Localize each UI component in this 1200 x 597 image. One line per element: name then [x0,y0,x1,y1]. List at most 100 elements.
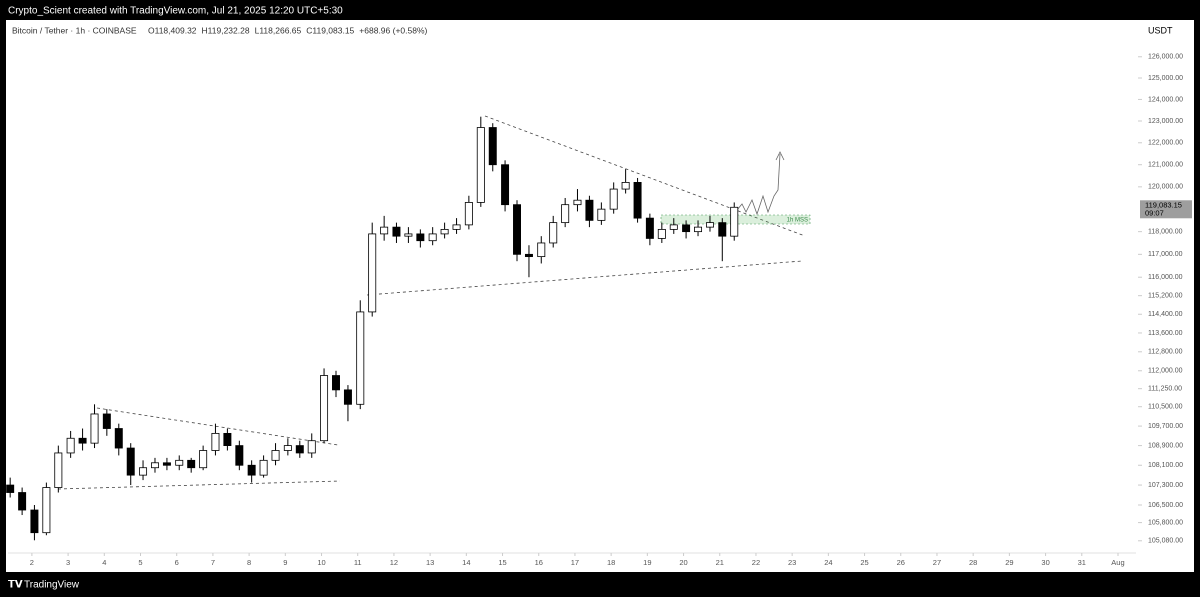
y-tick-label: 106,500.00 [1148,502,1183,509]
candle-body [223,432,232,446]
plot: O118,409.32 H119,232.28 L118,266.65 C119,08… [6,25,1192,567]
candle-body [307,440,316,454]
candle-body [343,389,352,405]
footer-logo: 𝗧𝗩 [8,580,23,591]
ohlc-label: O118,409.32 [148,25,197,35]
candle-body [247,464,256,476]
countdown: 09:07 [1145,208,1164,217]
projection-arrow [736,153,781,216]
candle-body [464,202,473,226]
candle-body [501,164,510,206]
ohlc-label: C119,083.15 [306,25,354,35]
y-tick-label: 112,000.00 [1148,368,1183,375]
chart-title: Crypto_Scient created with TradingView.c… [8,6,343,17]
candle-body [597,208,606,221]
candle-body [6,484,15,493]
x-tick-label: 29 [1005,558,1013,567]
y-tick-label: 107,300.00 [1148,482,1183,489]
y-tick-label: 122,000.00 [1148,140,1183,147]
x-tick-label: 19 [643,558,651,567]
candle-body [488,127,497,166]
x-tick-label: 25 [860,558,868,567]
x-tick-label: 27 [933,558,941,567]
trendlines [57,115,806,490]
y-tick-label: 117,000.00 [1148,251,1183,258]
x-tick-label: 17 [571,558,579,567]
y-tick-label: 105,080.00 [1148,538,1183,545]
last-price-box [1140,200,1192,219]
candle-body [404,233,413,237]
y-tick-label: 121,000.00 [1148,162,1183,169]
x-tick-label: 14 [462,558,470,567]
candle-body [392,226,401,237]
trendline [96,407,339,446]
candle-body [561,204,570,224]
y-tick-label: 114,400.00 [1148,311,1183,318]
candle-body [211,432,220,451]
currency: USDT [1148,25,1173,35]
candle-body [669,224,678,230]
y-tick-label: 120,000.00 [1148,184,1183,191]
candle-body [452,224,461,230]
footer: TradingView [24,580,80,591]
candle-body [259,459,268,476]
candle-body [705,222,714,228]
ohlc-label: +688.96 (+0.58%) [359,25,427,35]
candle-body [368,233,377,313]
candle-body [730,206,739,237]
candle-body [440,228,449,235]
candle-body [295,445,304,454]
candle-body [645,217,654,239]
y-tick-label: 118,000.00 [1148,228,1183,235]
candle-body [54,452,63,488]
candle-body [609,188,618,210]
x-tick-label: 4 [102,558,106,567]
candle-body [621,182,630,190]
x-tick-label: 21 [716,558,724,567]
y-tick-label: 125,000.00 [1148,75,1183,82]
x-tick-label: 20 [679,558,687,567]
candle-body [513,204,521,255]
y-tick-label: 116,000.00 [1148,274,1183,281]
x-tick-label: 8 [247,558,251,567]
candle-body [320,375,329,442]
candle-body [524,253,533,258]
y-tick-label: 110,500.00 [1148,404,1183,411]
candle-body [537,242,546,258]
x-tick-label: 16 [535,558,543,567]
trendline [366,260,803,296]
candle-body [694,226,703,233]
candle-body [356,311,365,405]
y-tick-label: 109,700.00 [1148,423,1183,430]
x-tick-label: 12 [390,558,398,567]
candle-body [90,413,99,444]
x-tick-label: Aug [1111,558,1124,567]
candle-body [66,437,75,454]
candle-body [187,459,196,469]
y-tick-label: 126,000.00 [1148,54,1183,61]
ohlc-label: H119,232.28 [202,25,250,35]
x-tick-label: 2 [30,558,34,567]
candle-body [235,445,244,466]
candle-body [139,467,148,476]
x-tick-label: 10 [317,558,325,567]
candle-body [633,182,642,219]
y-tick-label: 124,000.00 [1148,96,1183,103]
arrow-head [775,151,785,161]
candle-body [18,492,27,511]
candle-body [175,459,184,466]
x-tick-label: 7 [211,558,215,567]
footer-bar [0,572,1200,597]
candle-body [573,199,582,206]
y-tick-label: 108,900.00 [1148,442,1183,449]
zone-label: 1h MSS [787,218,808,224]
x-tick-label: 18 [607,558,615,567]
candle-body [718,222,727,237]
candle-body [271,450,280,461]
candle-body [682,224,691,233]
x-tick-label: 11 [354,558,362,567]
x-tick-label: 13 [426,558,434,567]
x-tick-label: 24 [824,558,832,567]
ohlc-label: L118,266.65 [255,25,302,35]
